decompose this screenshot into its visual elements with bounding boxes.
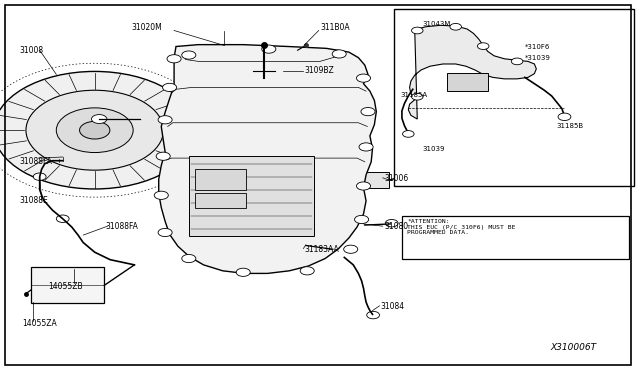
Bar — [394, 9, 634, 186]
Circle shape — [356, 182, 371, 190]
Text: 31185A: 31185A — [400, 92, 427, 98]
Circle shape — [167, 55, 181, 63]
Text: 31183AA: 31183AA — [304, 245, 339, 254]
Circle shape — [156, 152, 170, 160]
Circle shape — [359, 143, 373, 151]
Circle shape — [344, 245, 358, 253]
Text: 31006: 31006 — [384, 174, 408, 183]
Text: 31088E: 31088E — [19, 196, 48, 205]
Circle shape — [412, 27, 423, 34]
Text: 3109BZ: 3109BZ — [304, 66, 333, 75]
Bar — [31, 267, 104, 303]
Circle shape — [182, 254, 196, 263]
Circle shape — [511, 58, 523, 65]
Bar — [447, 73, 488, 91]
Text: *310F6: *310F6 — [525, 44, 550, 49]
Circle shape — [154, 191, 168, 199]
Circle shape — [356, 74, 371, 82]
Circle shape — [158, 116, 172, 124]
Circle shape — [450, 23, 461, 30]
Text: *ATTENTION:
THIS EUC (P/C 310F6) MUST BE
PROGRAMMED DATA.: *ATTENTION: THIS EUC (P/C 310F6) MUST BE… — [407, 219, 516, 235]
Circle shape — [355, 215, 369, 224]
Circle shape — [412, 93, 423, 100]
Circle shape — [558, 113, 571, 121]
Text: 31088FA: 31088FA — [106, 222, 138, 231]
Circle shape — [0, 71, 196, 189]
Text: 31084: 31084 — [381, 302, 405, 311]
Circle shape — [385, 219, 398, 227]
Circle shape — [262, 45, 276, 53]
Circle shape — [92, 115, 107, 124]
Bar — [402, 216, 629, 259]
Circle shape — [477, 43, 489, 49]
Text: 31008: 31008 — [19, 46, 44, 55]
Polygon shape — [159, 45, 376, 273]
Circle shape — [332, 50, 346, 58]
Circle shape — [26, 90, 163, 170]
Circle shape — [403, 131, 414, 137]
Circle shape — [163, 83, 177, 92]
Text: 31020M: 31020M — [131, 23, 162, 32]
Circle shape — [300, 241, 311, 248]
Circle shape — [367, 311, 380, 319]
Text: *31039: *31039 — [525, 55, 550, 61]
Bar — [357, 172, 389, 188]
Text: 31039: 31039 — [422, 146, 445, 152]
Circle shape — [403, 170, 416, 178]
Bar — [195, 193, 246, 208]
Polygon shape — [408, 25, 536, 119]
Circle shape — [300, 267, 314, 275]
Text: 31043M: 31043M — [422, 21, 451, 27]
Bar — [195, 169, 246, 190]
Text: 14055ZB: 14055ZB — [48, 282, 83, 291]
Circle shape — [33, 173, 46, 180]
Circle shape — [79, 121, 110, 139]
Text: 31088FA: 31088FA — [19, 157, 52, 166]
Text: X310006T: X310006T — [550, 343, 596, 352]
Circle shape — [56, 215, 69, 222]
Text: 311B0A: 311B0A — [320, 23, 349, 32]
Circle shape — [182, 51, 196, 59]
Circle shape — [56, 108, 133, 153]
Bar — [189, 156, 314, 236]
Circle shape — [361, 108, 375, 116]
Text: 14055ZA: 14055ZA — [22, 319, 57, 328]
Text: 31080: 31080 — [384, 222, 408, 231]
Circle shape — [158, 228, 172, 237]
Circle shape — [236, 268, 250, 276]
Text: 31185B: 31185B — [557, 124, 584, 129]
